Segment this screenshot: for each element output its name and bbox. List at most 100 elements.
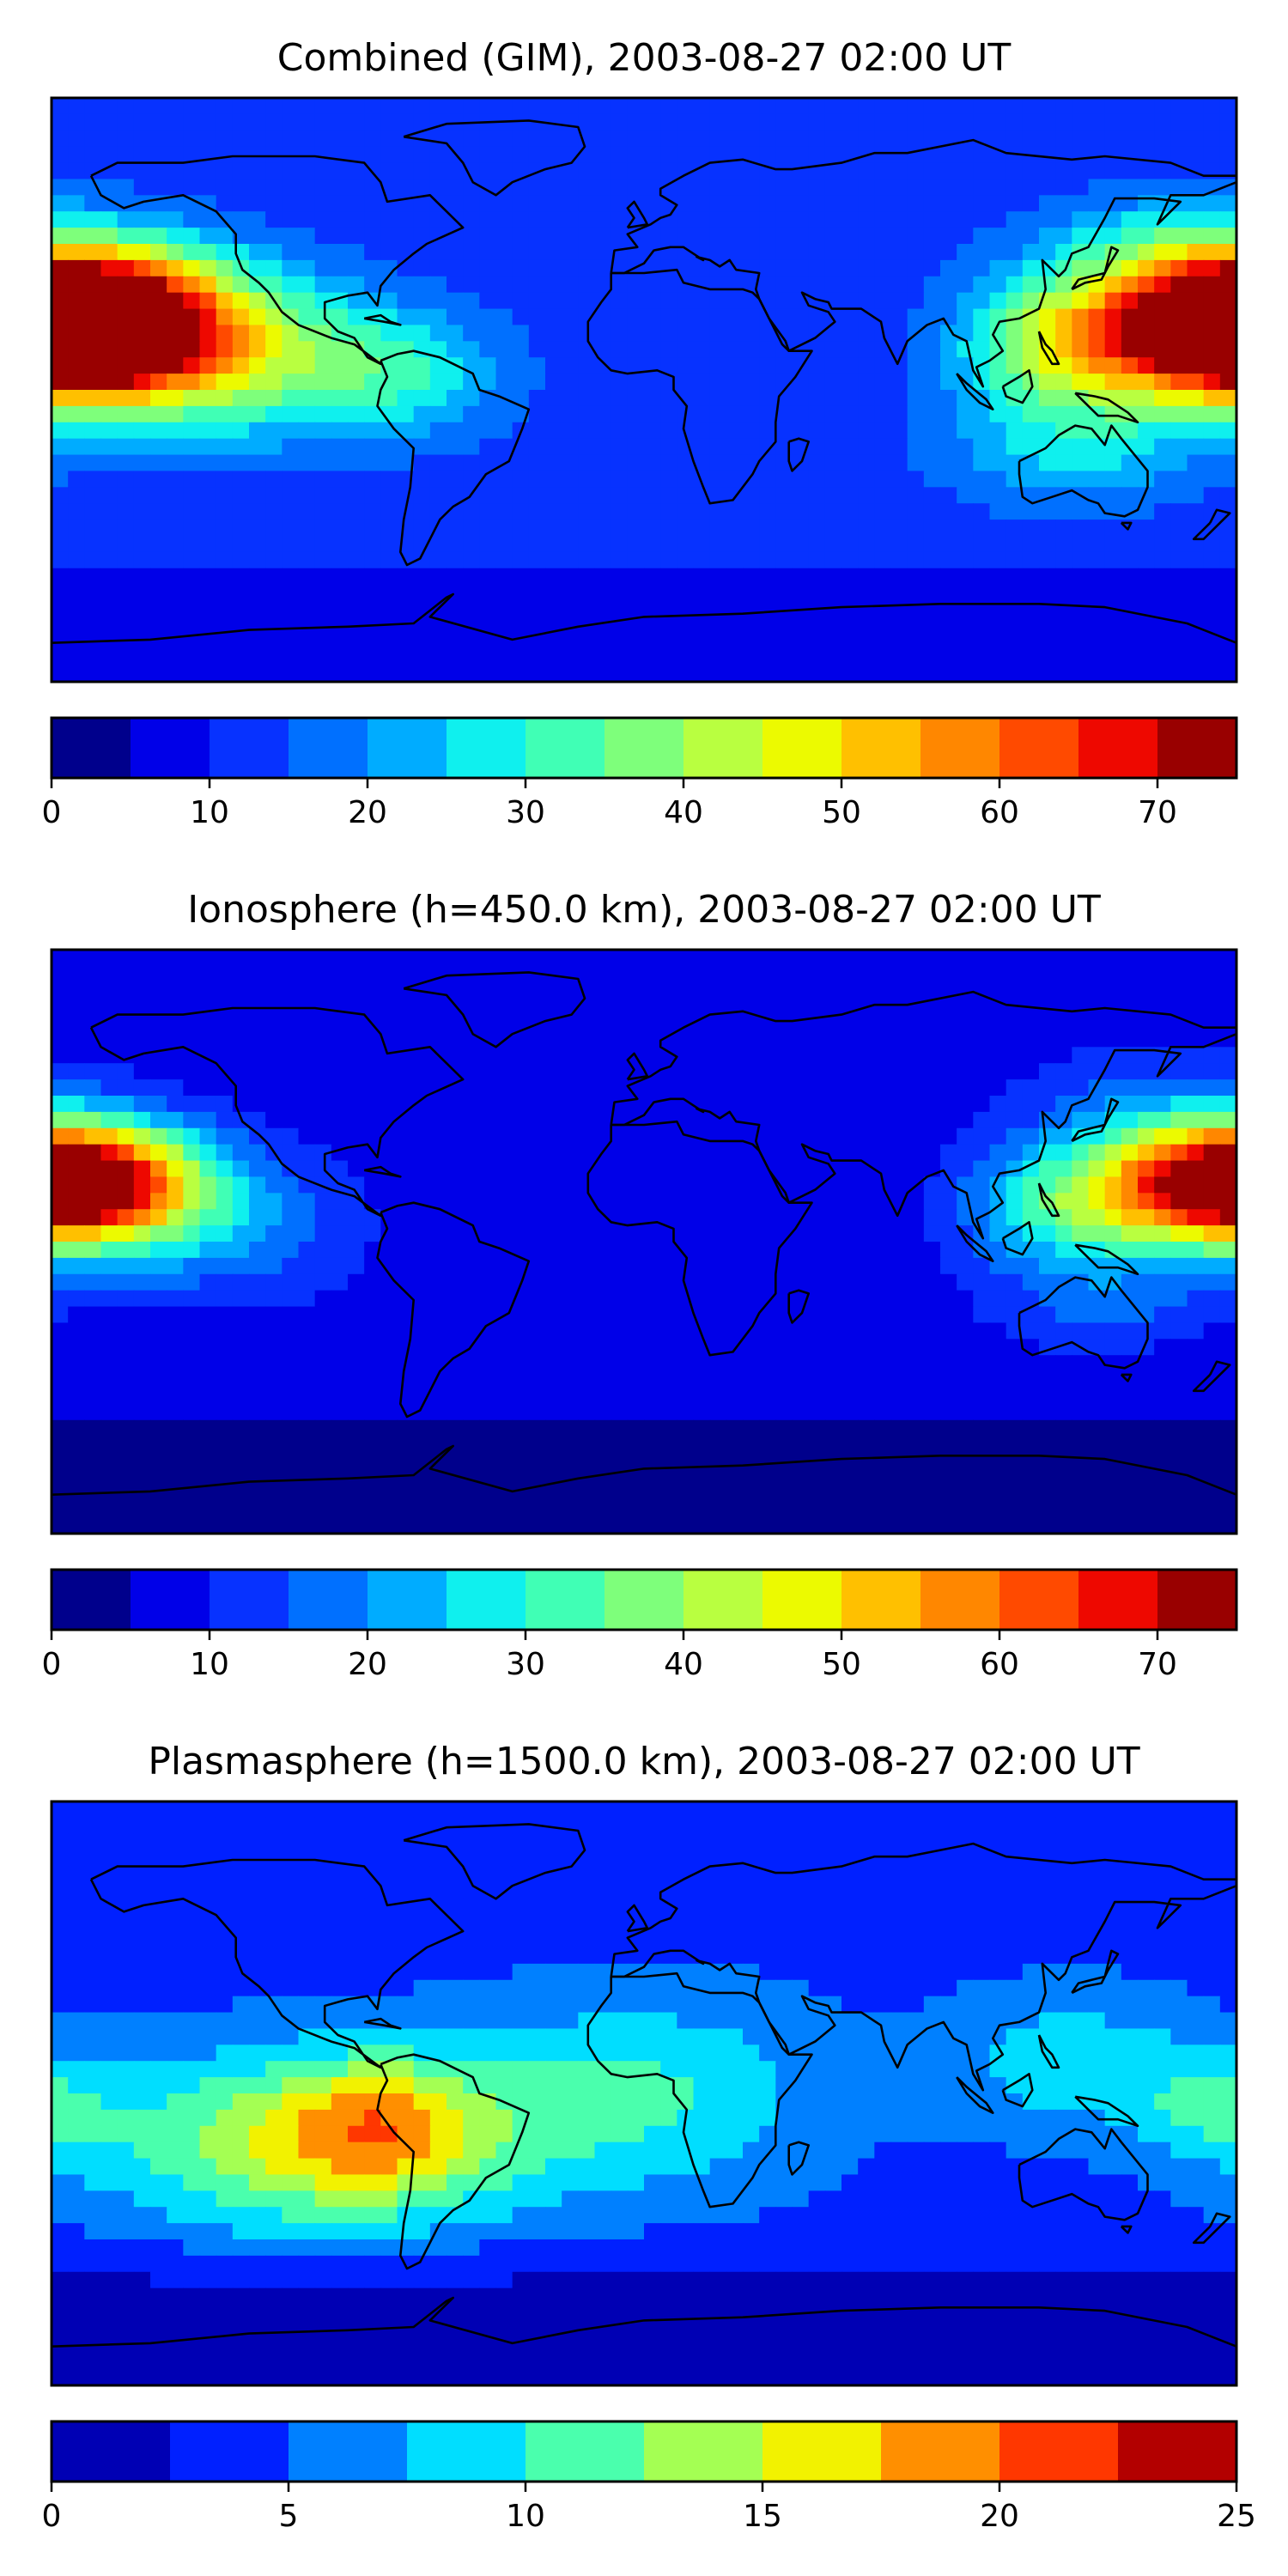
field-cell xyxy=(68,1419,85,1437)
field-cell xyxy=(841,113,859,131)
field-cell xyxy=(1088,438,1106,456)
field-cell xyxy=(1187,1176,1205,1194)
field-cell xyxy=(660,568,677,586)
field-cell xyxy=(644,146,661,164)
field-cell xyxy=(775,405,793,423)
field-cell xyxy=(429,584,447,602)
field-cell xyxy=(989,130,1007,148)
field-cell xyxy=(957,98,974,115)
field-cell xyxy=(216,568,234,586)
field-cell xyxy=(364,1127,381,1145)
field-cell xyxy=(1170,292,1188,310)
field-cell xyxy=(1022,1419,1040,1437)
field-cell xyxy=(1104,292,1122,310)
field-cell xyxy=(249,1257,266,1275)
field-cell xyxy=(1055,1176,1072,1194)
field-cell xyxy=(693,503,711,520)
field-cell xyxy=(1187,454,1205,472)
field-cell xyxy=(1055,633,1072,650)
field-cell xyxy=(117,422,135,440)
field-cell xyxy=(890,308,908,326)
field-cell xyxy=(1055,98,1072,115)
field-cell xyxy=(808,454,826,472)
field-cell xyxy=(528,1452,546,1470)
field-cell xyxy=(989,617,1007,634)
field-cell xyxy=(216,1273,234,1291)
field-cell xyxy=(68,1388,85,1405)
field-cell xyxy=(989,1419,1007,1437)
field-cell xyxy=(808,1176,826,1194)
field-cell xyxy=(232,665,250,683)
field-cell xyxy=(792,998,810,1016)
field-cell xyxy=(1072,1290,1090,1308)
field-cell xyxy=(923,1144,941,1162)
field-cell xyxy=(940,487,957,504)
field-cell xyxy=(199,1339,217,1356)
field-cell xyxy=(1187,1290,1205,1308)
field-cell xyxy=(282,1322,300,1340)
field-cell xyxy=(923,1388,941,1405)
field-cell xyxy=(545,551,562,569)
field-cell xyxy=(232,965,250,983)
field-cell xyxy=(397,649,415,666)
field-cell xyxy=(150,405,167,423)
field-cell xyxy=(52,422,69,440)
field-cell xyxy=(1039,1306,1056,1324)
field-cell xyxy=(150,244,167,261)
field-cell xyxy=(874,1144,892,1162)
field-cell xyxy=(726,162,744,180)
field-cell xyxy=(364,1355,381,1372)
field-cell xyxy=(167,422,184,440)
field-cell xyxy=(314,1419,332,1437)
field-cell xyxy=(1088,1273,1106,1291)
field-cell xyxy=(726,1306,744,1324)
field-cell xyxy=(364,568,381,586)
field-cell xyxy=(314,950,332,967)
field-cell xyxy=(1072,195,1090,212)
field-cell xyxy=(743,162,760,180)
field-cell xyxy=(429,649,447,666)
field-cell xyxy=(52,308,69,326)
field-cell xyxy=(117,600,135,618)
field-cell xyxy=(660,1063,677,1080)
field-cell xyxy=(1039,981,1056,999)
field-cell xyxy=(1187,195,1205,212)
field-cell xyxy=(792,1322,810,1340)
field-cell xyxy=(1072,471,1090,488)
field-cell xyxy=(644,130,661,148)
field-cell xyxy=(940,1063,957,1080)
field-cell xyxy=(1055,1419,1072,1437)
field-cell xyxy=(463,1290,480,1308)
field-cell xyxy=(1121,325,1139,342)
field-cell xyxy=(989,633,1007,650)
field-cell xyxy=(133,471,151,488)
field-cell xyxy=(298,1371,316,1388)
field-cell xyxy=(84,98,102,115)
field-cell xyxy=(380,1144,398,1162)
field-cell xyxy=(463,1127,480,1145)
field-cell xyxy=(216,454,234,472)
field-cell xyxy=(216,551,234,569)
field-cell xyxy=(644,998,661,1016)
field-cell xyxy=(167,1160,184,1178)
field-cell xyxy=(463,244,480,261)
field-cell xyxy=(874,584,892,602)
field-cell xyxy=(495,325,513,342)
field-cell xyxy=(693,1273,711,1291)
field-cell xyxy=(479,98,497,115)
field-cell xyxy=(545,649,562,666)
field-cell xyxy=(512,1468,530,1485)
field-cell xyxy=(167,1096,184,1113)
field-cell xyxy=(528,1355,546,1372)
field-cell xyxy=(1072,259,1090,277)
field-cell xyxy=(397,1468,415,1485)
field-cell xyxy=(314,1306,332,1324)
field-cell xyxy=(199,195,217,212)
field-cell xyxy=(68,965,85,983)
field-cell xyxy=(100,1014,118,1032)
field-cell xyxy=(890,195,908,212)
field-cell xyxy=(677,981,695,999)
field-cell xyxy=(380,600,398,618)
field-cell xyxy=(775,1403,793,1421)
field-cell xyxy=(265,998,283,1016)
